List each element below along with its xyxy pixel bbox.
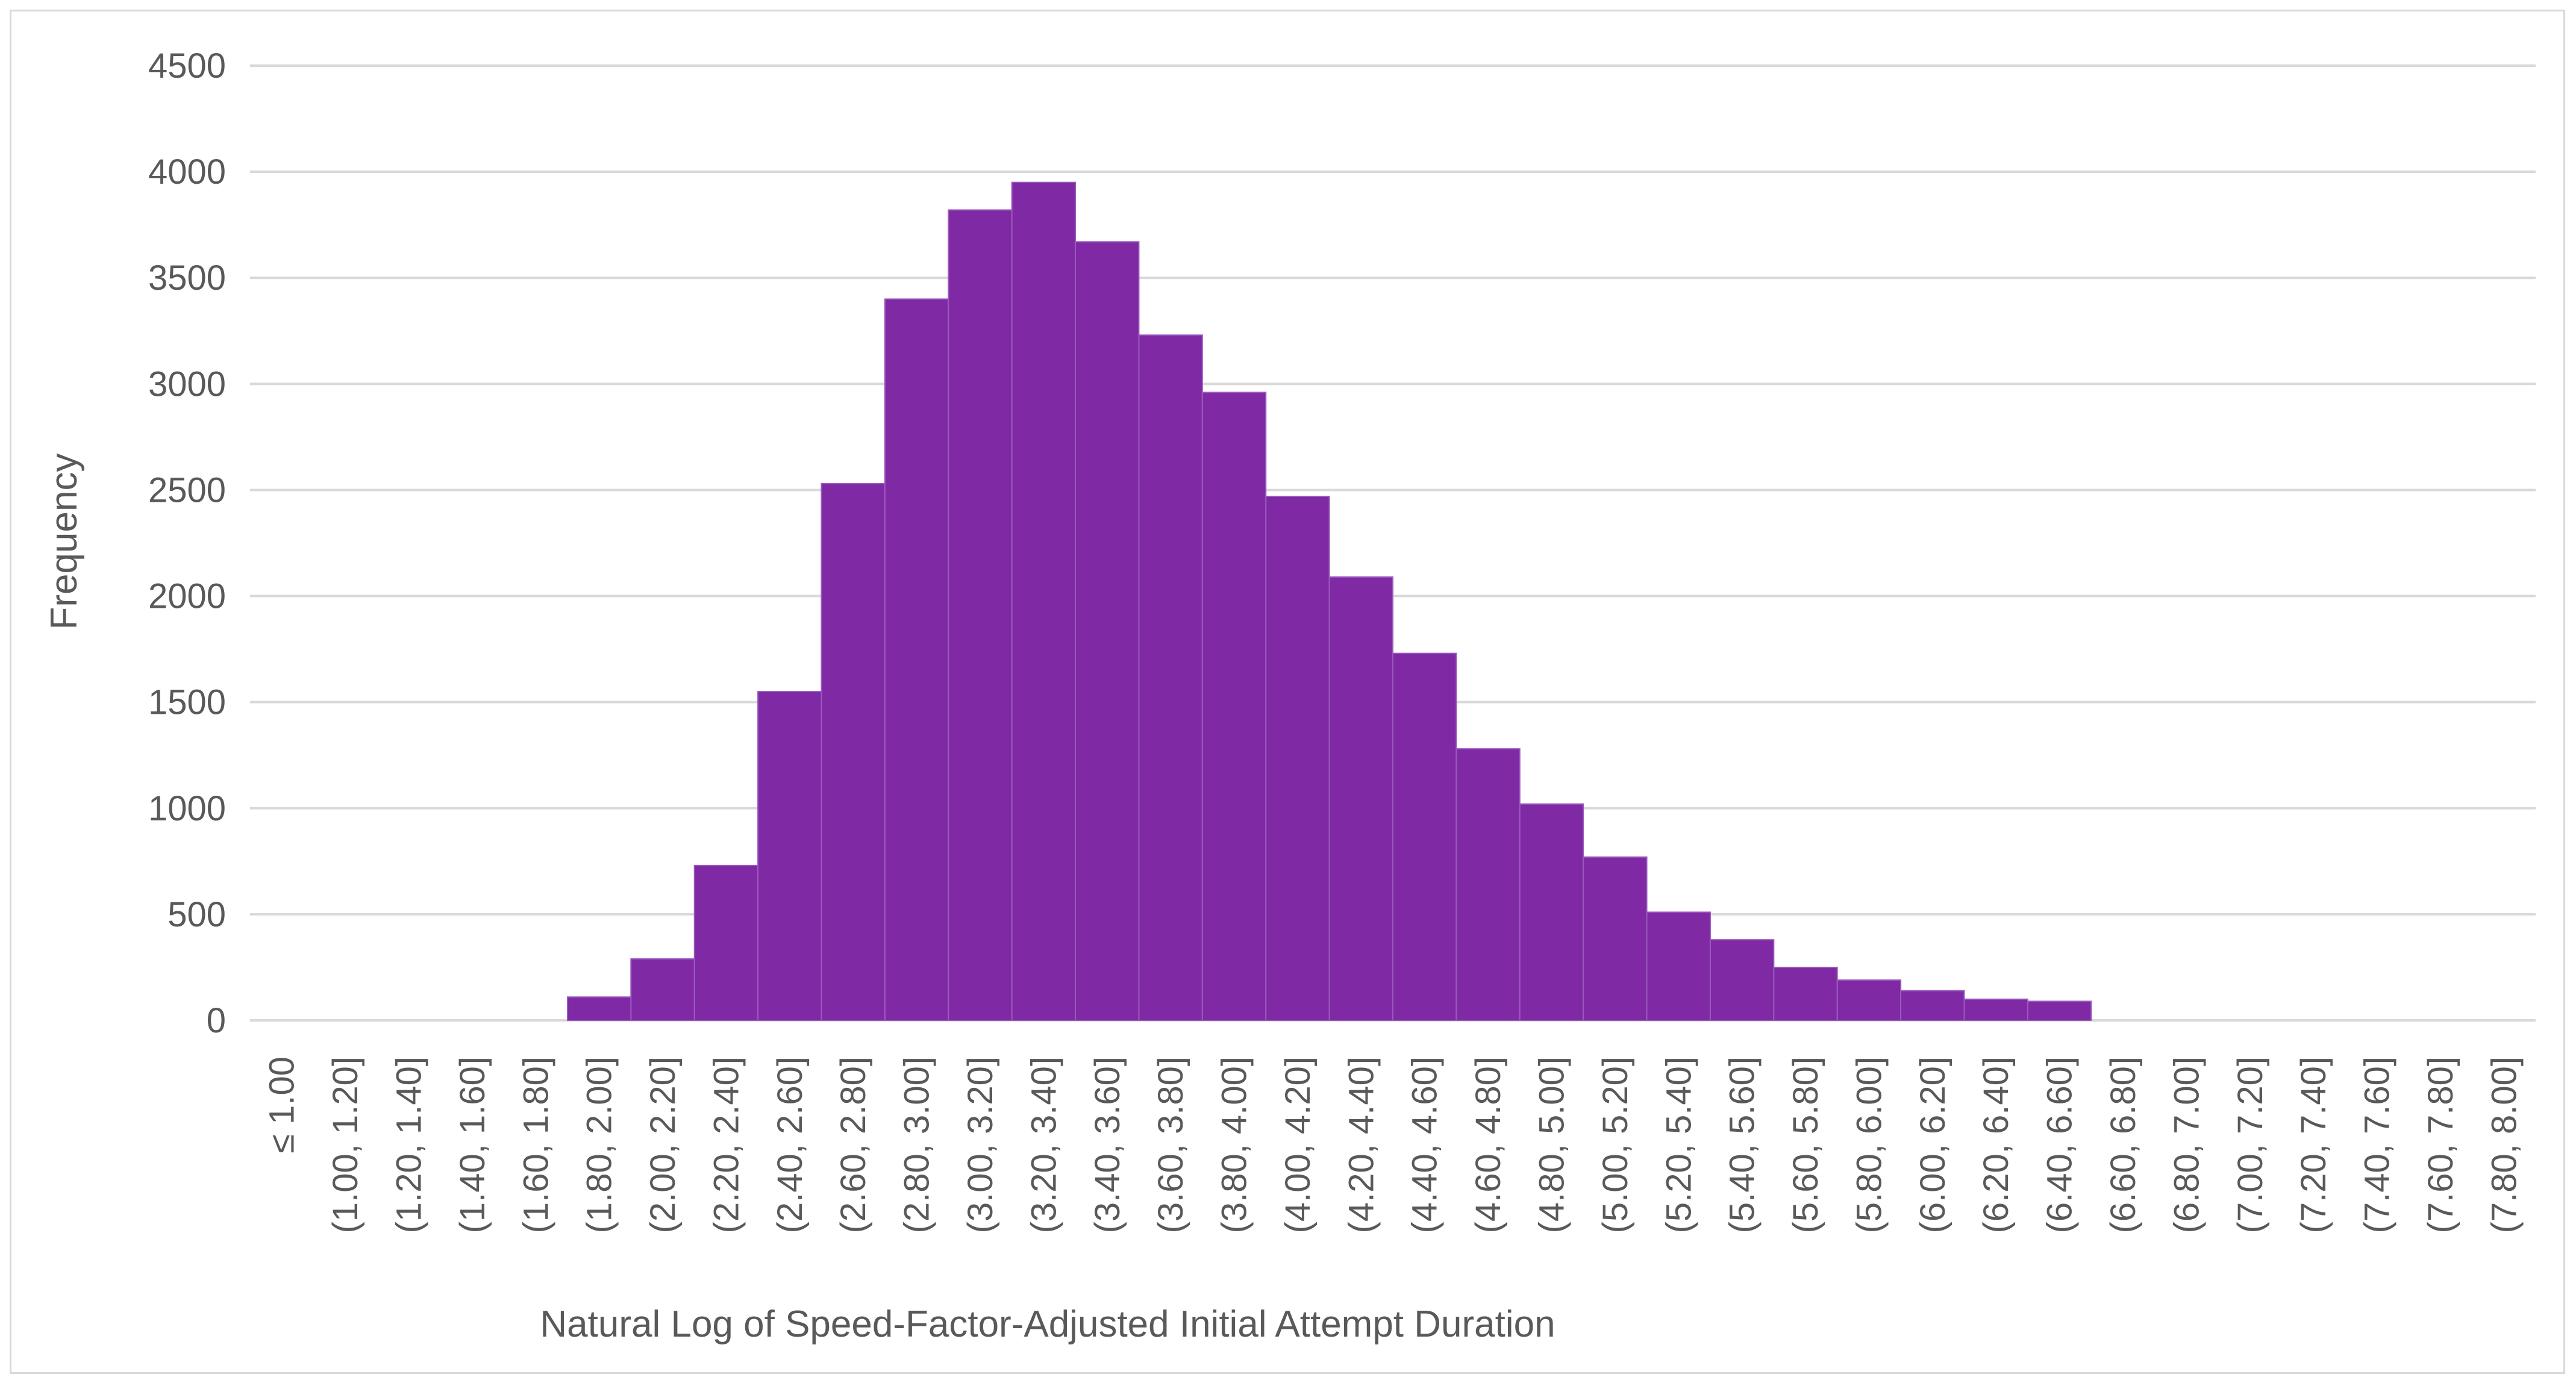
histogram-bar [1138,334,1203,1021]
x-tick-label: (5.20, 5.40] [1659,1057,1698,1233]
y-tick-label: 500 [167,895,226,934]
x-tick-label: (4.00, 4.20] [1278,1057,1318,1233]
x-tick-label: (7.60, 7.80] [2421,1057,2460,1233]
histogram-bar [757,691,822,1021]
x-tick-label: (7.40, 7.60] [2358,1057,2397,1233]
histogram-bar [1075,241,1140,1021]
x-tick-label: (6.00, 6.20] [1913,1057,1952,1233]
x-tick-label: (7.80, 8.00] [2484,1057,2524,1233]
x-tick-label: (2.20, 2.40] [707,1057,746,1233]
x-tick-label: (2.80, 3.00] [898,1057,937,1233]
y-tick-label: 0 [207,1001,226,1040]
histogram-bar [630,958,695,1022]
x-tick-label: (6.60, 6.80] [2104,1057,2143,1233]
x-tick-label: (3.60, 3.80] [1151,1057,1190,1233]
x-tick-label: (4.80, 5.00] [1532,1057,1571,1233]
histogram-chart: 0 500 1000 1500 2000 2500 3000 3500 4000 4500 ≤ 1… [43,46,2536,1345]
y-tick-label: 3500 [148,258,226,298]
x-tick-label: (5.00, 5.20] [1596,1057,1635,1233]
y-tick-label: 3000 [148,364,226,404]
histogram-bar [2027,1000,2092,1022]
y-tick-label: 2500 [148,470,226,510]
x-tick-label: (4.60, 4.80] [1469,1057,1508,1233]
x-axis-ticks: ≤ 1.00 (1.00, 1.20] (1.20, 1.40] (1.40, 1.6… [263,1057,2524,1233]
histogram-bar [1963,998,2028,1022]
x-tick-label: (7.20, 7.40] [2294,1057,2333,1233]
x-tick-label: (5.60, 5.80] [1786,1057,1825,1233]
histogram-bar [1455,748,1521,1021]
y-axis-title: Frequency [43,454,85,630]
x-tick-label: (1.00, 1.20] [326,1057,365,1233]
x-axis-title: Natural Log of Speed-Factor-Adjusted Ini… [540,1303,1555,1345]
x-tick-label: (2.40, 2.60] [771,1057,810,1233]
histogram-bar [1011,181,1077,1022]
histogram-bar [821,482,886,1021]
histogram-bar [948,209,1013,1021]
x-tick-label: (5.80, 6.00] [1849,1057,1889,1233]
x-tick-label: (7.00, 7.20] [2231,1057,2270,1233]
histogram-bar [1583,856,1648,1022]
x-tick-label: (2.00, 2.20] [643,1057,683,1233]
x-tick-label: (3.00, 3.20] [961,1057,1000,1233]
y-tick-label: 2000 [148,577,226,616]
histogram-bar [1201,392,1267,1021]
x-tick-label: (4.40, 4.60] [1405,1057,1445,1233]
x-tick-label: (3.20, 3.40] [1024,1057,1063,1233]
chart-area: 0 500 1000 1500 2000 2500 3000 3500 4000 4500 ≤ 1… [10,10,2565,1374]
x-tick-label: (3.40, 3.60] [1088,1057,1127,1233]
bar-series [566,181,2092,1022]
histogram-bar [1836,979,1902,1021]
y-tick-label: 1000 [148,789,226,828]
x-tick-label: (2.60, 2.80] [834,1057,873,1233]
x-tick-label: (1.20, 1.40] [389,1057,428,1233]
histogram-bar [1265,496,1330,1021]
x-tick-label: (4.20, 4.40] [1342,1057,1381,1233]
x-tick-label: (3.80, 4.00] [1215,1057,1254,1233]
y-axis-ticks: 0 500 1000 1500 2000 2500 3000 3500 4000 4500 [148,46,226,1040]
histogram-bar [1646,911,1711,1022]
histogram-bar [1900,990,1965,1021]
x-tick-label: (1.60, 1.80] [516,1057,555,1233]
x-tick-label: (6.20, 6.40] [1977,1057,2016,1233]
histogram-bar [884,298,949,1021]
histogram-bar [566,996,632,1022]
x-tick-label: (6.80, 7.00] [2167,1057,2206,1233]
x-tick-label: (1.40, 1.60] [453,1057,492,1233]
x-tick-label: (1.80, 2.00] [580,1057,619,1233]
histogram-bar [693,864,759,1022]
y-tick-label: 4500 [148,46,226,86]
histogram-bar [1519,803,1584,1021]
histogram-bar [1328,576,1393,1021]
histogram-bar [1773,966,1838,1022]
histogram-bar [1392,652,1457,1021]
histogram-bar [1709,939,1775,1021]
x-tick-label: (6.40, 6.60] [2040,1057,2080,1233]
x-tick-label: ≤ 1.00 [263,1057,302,1153]
y-tick-label: 4000 [148,152,226,192]
y-tick-label: 1500 [148,683,226,722]
x-tick-label: (5.40, 5.60] [1723,1057,1762,1233]
